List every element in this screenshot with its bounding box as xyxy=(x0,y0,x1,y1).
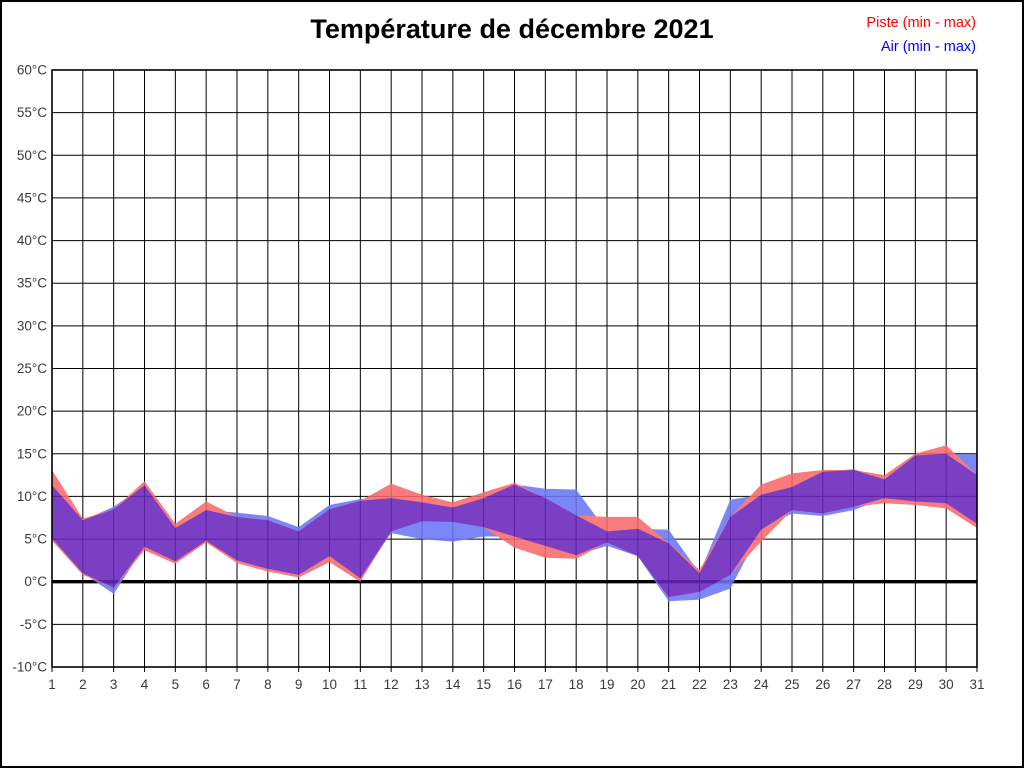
legend-item-piste: Piste (min - max) xyxy=(866,15,976,31)
x-tick-label: 17 xyxy=(538,677,553,692)
x-tick-label: 16 xyxy=(507,677,522,692)
y-tick-label: 35°C xyxy=(17,276,47,291)
x-tick-label: 9 xyxy=(295,677,303,692)
x-tick-label: 1 xyxy=(48,677,56,692)
x-tick-label: 23 xyxy=(723,677,738,692)
x-tick-label: 13 xyxy=(414,677,429,692)
x-tick-label: 8 xyxy=(264,677,272,692)
y-tick-label: 5°C xyxy=(24,532,47,547)
y-tick-label: 55°C xyxy=(17,105,47,120)
x-tick-label: 30 xyxy=(939,677,954,692)
legend: Piste (min - max) Air (min - max) xyxy=(866,11,976,59)
x-tick-label: 12 xyxy=(384,677,399,692)
y-tick-label: -5°C xyxy=(20,617,47,632)
x-tick-label: 15 xyxy=(476,677,491,692)
x-tick-label: 5 xyxy=(172,677,180,692)
x-tick-label: 31 xyxy=(969,677,984,692)
x-tick-label: 18 xyxy=(569,677,584,692)
x-tick-label: 6 xyxy=(202,677,210,692)
x-tick-label: 11 xyxy=(353,677,367,692)
x-tick-label: 27 xyxy=(846,677,861,692)
bands-group xyxy=(52,445,977,602)
y-tick-label: 25°C xyxy=(17,361,47,376)
x-tick-label: 20 xyxy=(630,677,645,692)
x-tick-label: 22 xyxy=(692,677,707,692)
x-tick-label: 21 xyxy=(661,677,676,692)
y-tick-label: 60°C xyxy=(17,63,47,78)
x-tick-label: 10 xyxy=(322,677,337,692)
y-tick-label: 15°C xyxy=(17,446,47,461)
x-tick-label: 26 xyxy=(815,677,830,692)
chart-title: Température de décembre 2021 xyxy=(310,14,714,44)
x-tick-label: 3 xyxy=(110,677,118,692)
y-tick-label: 0°C xyxy=(24,574,47,589)
y-tick-label: 45°C xyxy=(17,190,47,205)
y-tick-label: -10°C xyxy=(12,660,47,675)
y-tick-label: 30°C xyxy=(17,318,47,333)
x-tick-label: 25 xyxy=(784,677,799,692)
x-tick-label: 28 xyxy=(877,677,892,692)
x-tick-label: 19 xyxy=(599,677,614,692)
y-tick-label: 40°C xyxy=(17,233,47,248)
x-tick-label: 14 xyxy=(445,677,461,692)
x-tick-label: 24 xyxy=(754,677,770,692)
x-tick-label: 7 xyxy=(233,677,241,692)
overlap-band xyxy=(52,453,977,598)
legend-item-air: Air (min - max) xyxy=(880,39,976,55)
x-tick-label: 29 xyxy=(908,677,923,692)
y-tick-label: 20°C xyxy=(17,404,47,419)
x-tick-label: 2 xyxy=(79,677,87,692)
x-tick-label: 4 xyxy=(141,677,149,692)
y-tick-label: 10°C xyxy=(17,489,47,504)
y-tick-label: 50°C xyxy=(17,148,47,163)
